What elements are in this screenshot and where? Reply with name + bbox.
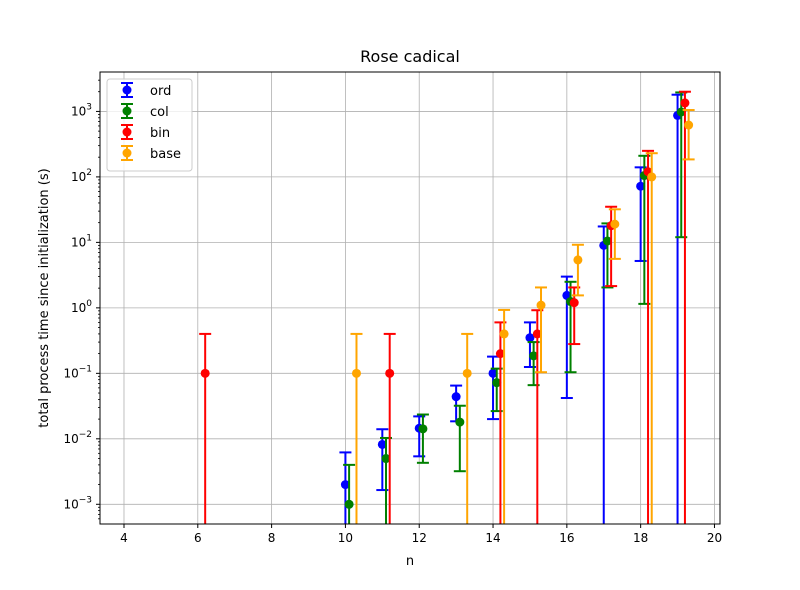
chart-title: Rose cadical bbox=[360, 47, 460, 66]
data-point bbox=[488, 368, 498, 378]
legend-label: col bbox=[150, 105, 169, 120]
data-point bbox=[351, 368, 361, 378]
legend-marker bbox=[122, 85, 132, 95]
data-point bbox=[573, 255, 583, 265]
data-point bbox=[200, 368, 210, 378]
y-tick-label: 10−2 bbox=[63, 430, 92, 446]
data-point bbox=[569, 298, 579, 308]
x-tick-label: 18 bbox=[633, 531, 648, 545]
x-tick-label: 8 bbox=[268, 531, 276, 545]
x-axis-label: n bbox=[406, 554, 414, 569]
y-tick-label: 100 bbox=[71, 299, 92, 315]
x-tick-label: 12 bbox=[412, 531, 427, 545]
data-point bbox=[381, 454, 391, 464]
data-point bbox=[684, 120, 694, 130]
legend-item-bin: bin bbox=[121, 124, 170, 141]
x-tick-label: 16 bbox=[559, 531, 574, 545]
grid bbox=[100, 72, 720, 524]
legend-item-base: base bbox=[121, 145, 181, 162]
data-point bbox=[610, 219, 620, 229]
y-tick-label: 101 bbox=[71, 233, 92, 249]
series-ord bbox=[339, 93, 684, 524]
y-tick-label: 10−1 bbox=[63, 364, 92, 380]
series-bin bbox=[199, 90, 691, 524]
plot-data bbox=[199, 90, 695, 524]
y-tick-label: 10−3 bbox=[63, 495, 92, 511]
legend-item-ord: ord bbox=[121, 82, 171, 99]
data-point bbox=[377, 439, 387, 449]
legend: ord col bin base bbox=[106, 78, 193, 172]
y-tick-label: 103 bbox=[71, 102, 92, 118]
data-point bbox=[529, 351, 539, 361]
legend-marker bbox=[122, 148, 132, 158]
data-point bbox=[536, 300, 546, 310]
data-point bbox=[495, 349, 505, 359]
legend-item-col: col bbox=[121, 103, 169, 120]
y-axis-label: total process time since initialization … bbox=[37, 168, 52, 427]
series-col bbox=[343, 91, 688, 524]
data-point bbox=[340, 480, 350, 490]
legend-label: bin bbox=[150, 126, 170, 141]
data-point bbox=[525, 333, 535, 343]
x-tick-label: 6 bbox=[194, 531, 202, 545]
data-point bbox=[451, 392, 461, 402]
legend-label: ord bbox=[150, 84, 171, 99]
data-point bbox=[532, 329, 542, 339]
data-point bbox=[418, 424, 428, 434]
legend-marker bbox=[122, 106, 132, 116]
x-tick-label: 4 bbox=[120, 531, 128, 545]
x-tick-label: 20 bbox=[707, 531, 722, 545]
data-point bbox=[455, 417, 465, 427]
legend-marker bbox=[122, 127, 132, 137]
x-tick-label: 14 bbox=[485, 531, 500, 545]
data-point bbox=[647, 172, 657, 182]
y-tick-label: 102 bbox=[71, 168, 92, 184]
series-base bbox=[350, 109, 695, 524]
data-point bbox=[344, 499, 354, 509]
x-tick-label: 10 bbox=[338, 531, 353, 545]
data-point bbox=[636, 181, 646, 191]
data-point bbox=[680, 98, 690, 108]
data-point bbox=[385, 368, 395, 378]
legend-label: base bbox=[150, 147, 181, 162]
axes-frame bbox=[99, 71, 721, 525]
data-point bbox=[499, 329, 509, 339]
data-point bbox=[602, 236, 612, 246]
data-point bbox=[462, 368, 472, 378]
data-point bbox=[492, 378, 502, 388]
ticks: 4 6 8 10 12 14 16 18 20 10−3 10−2 10−1 100 101 102 103 bbox=[63, 79, 722, 545]
legend-box bbox=[106, 78, 193, 172]
